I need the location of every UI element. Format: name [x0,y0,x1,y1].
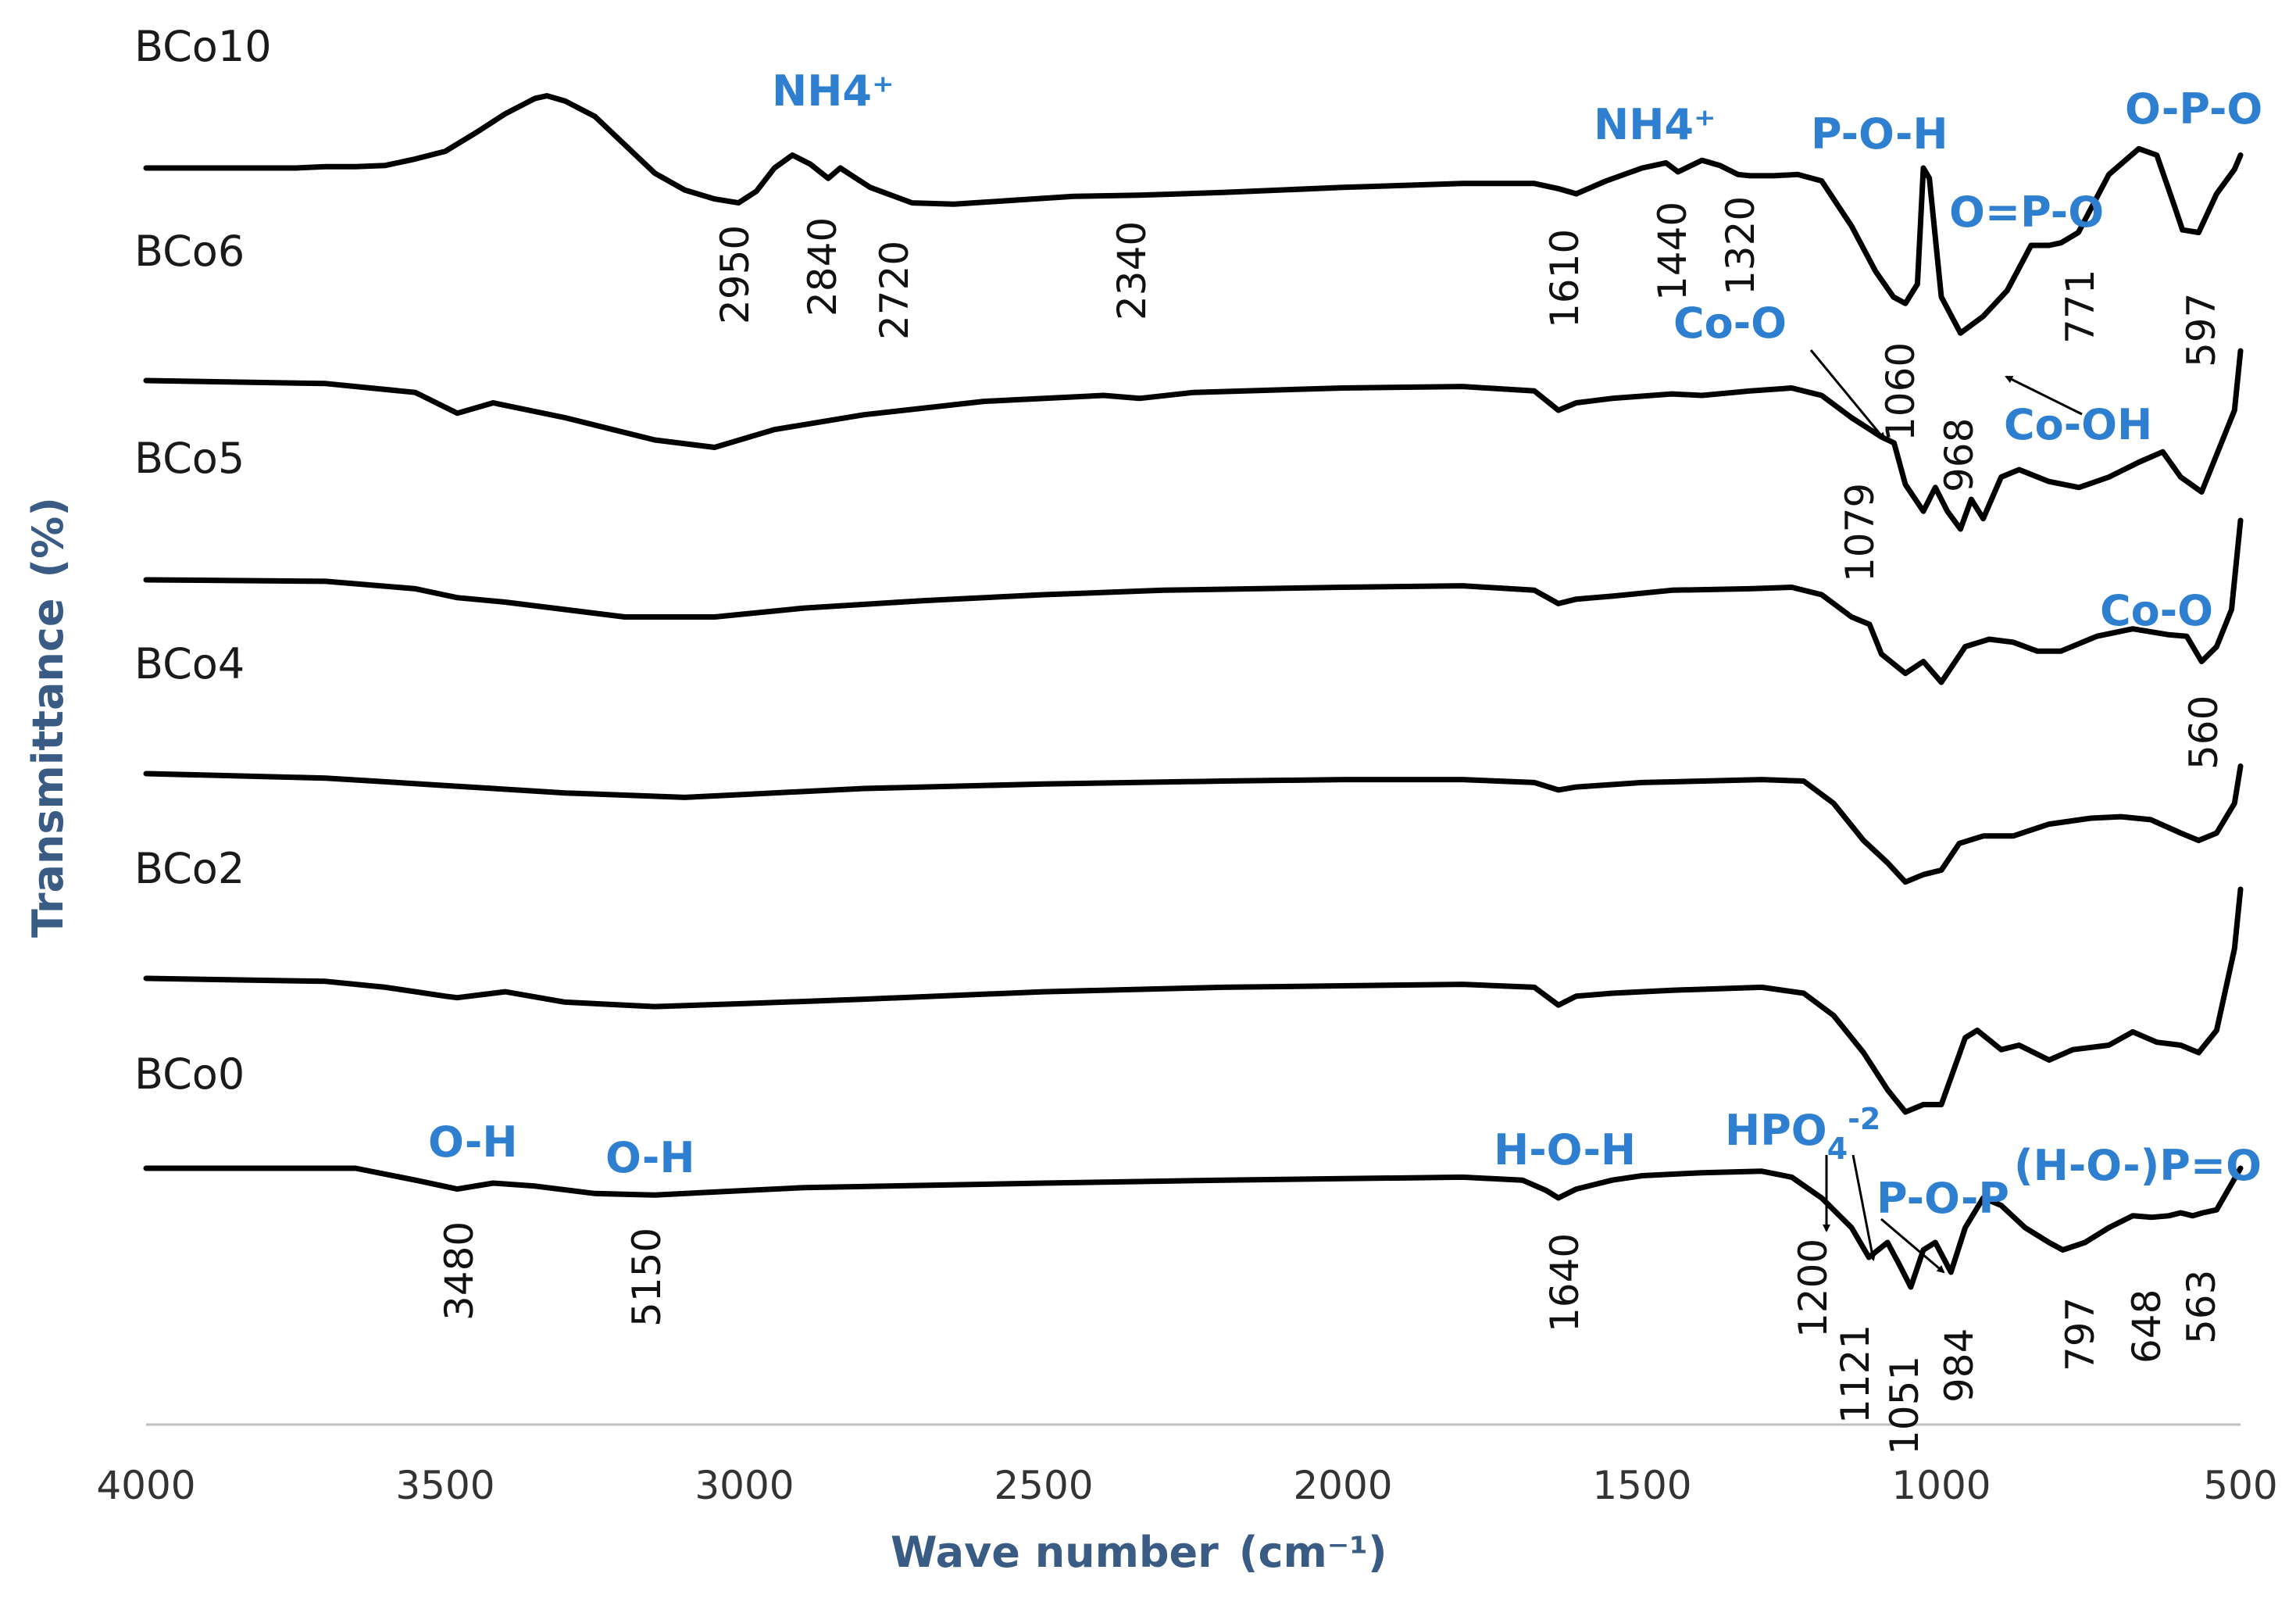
assignment-labels: NH4⁺ NH4⁺ P-O-H O=P-O O-P-O Co-O Co-OH C… [428,66,2262,1223]
annotation-arrows [1809,349,2083,1274]
x-tick-label: 3000 [695,1463,794,1508]
peak-label-1121: 1121 [1833,1325,1878,1424]
series-label-bco6: BCo6 [134,227,245,276]
peak-label-1060: 1060 [1878,342,1923,442]
x-tick-labels: 4000 3500 3000 2500 2000 1500 1000 500 [96,1463,2277,1508]
peak-label-563: 563 [2179,1270,2224,1344]
assignment-coo-bco5: Co-O [2100,586,2213,635]
peak-label-597: 597 [2179,293,2224,367]
peak-label-648: 648 [2124,1289,2169,1364]
spectrum-line-bco6 [143,348,2244,532]
assignment-nh4-bend: NH4⁺ [1594,100,1716,149]
spectrum-line-bco4 [143,763,2244,885]
spectrum-line-bco0 [143,1165,2244,1290]
assignment-oh-3480: O-H [428,1117,518,1167]
assignment-oh-5150: O-H [605,1133,695,1182]
peak-label-2340: 2340 [1109,221,1155,320]
assignment-hpo4-superscript: -2 [1848,1102,1880,1136]
y-axis-title: Transmittance (%) [23,497,73,938]
x-tick-label: 2000 [1293,1463,1392,1508]
peak-label-1200: 1200 [1791,1239,1836,1338]
arrow-hpo4-to-1121 [1851,1154,1876,1261]
assignment-hopo: (H-O-)P=O [2014,1141,2262,1190]
x-tick-label: 500 [2203,1463,2277,1508]
spectrum-line-bco5 [143,517,2244,685]
series-label-bco4: BCo4 [134,639,245,688]
peak-label-771: 771 [2058,270,2103,344]
arrow-pop-to-984 [1880,1217,1945,1274]
arrow-cooh [2005,375,2083,416]
x-axis-title: Wave number (cm⁻¹) [891,1528,1387,1577]
assignment-coo-top: Co-O [1673,299,1787,348]
peak-label-3480: 3480 [437,1221,482,1321]
assignment-opo-double: O=P-O [1949,188,2104,237]
peak-label-2950: 2950 [712,225,758,324]
peak-label-1079: 1079 [1837,483,1883,582]
assignment-hoh: H-O-H [1494,1125,1636,1175]
peak-label-984: 984 [1937,1328,1982,1403]
x-axis-title-unit: (cm⁻¹) [1239,1528,1387,1577]
assignment-hpo4-subscript: 4 [1827,1132,1848,1166]
peak-label-560: 560 [2181,695,2226,770]
assignment-hpo4: HPO4-2 [1725,1102,1880,1166]
spectrum-line-bco2 [143,886,2244,1115]
arrow-coo-to-1079 [1809,349,1886,441]
assignment-poh: P-O-H [1811,109,1948,159]
peak-labels: 2950 2840 2720 2340 1610 1440 1320 1060 … [437,196,2226,1455]
peak-label-1610: 1610 [1542,229,1587,328]
series-labels: BCo10 BCo6 BCo5 BCo4 BCo2 BCo0 [134,22,272,1099]
series-label-bco2: BCo2 [134,844,245,893]
peak-label-1320: 1320 [1718,196,1763,295]
assignment-opo: O-P-O [2125,84,2262,134]
y-axis-title-unit: (%) [23,497,73,577]
x-tick-label: 1500 [1592,1463,1691,1508]
peak-label-1440: 1440 [1650,202,1695,301]
peak-label-968: 968 [1937,418,1982,492]
series-label-bco5: BCo5 [134,434,245,483]
x-tick-label: 2500 [994,1463,1093,1508]
spectra [143,93,2244,1290]
spectrum-line-bco10 [143,93,2244,336]
x-axis-title-text: Wave number [891,1528,1219,1577]
y-axis-title-text: Transmittance [23,599,73,938]
peak-label-1640: 1640 [1542,1233,1587,1332]
peak-label-1051: 1051 [1882,1356,1927,1455]
series-label-bco10: BCo10 [134,22,272,71]
peak-label-2720: 2720 [872,241,917,340]
series-label-bco0: BCo0 [134,1049,245,1099]
x-tick-label: 4000 [96,1463,195,1508]
assignment-pop: P-O-P [1876,1174,2009,1223]
assignment-cooh: Co-OH [2004,400,2152,449]
assignment-hpo4-text: HPO [1725,1106,1827,1155]
assignment-nh4-stretch: NH4⁺ [772,66,894,116]
peak-label-5150: 5150 [624,1228,670,1327]
x-tick-label: 3500 [395,1463,495,1508]
peak-label-797: 797 [2058,1297,2103,1371]
x-tick-label: 1000 [1891,1463,1991,1508]
peak-label-2840: 2840 [800,217,845,316]
